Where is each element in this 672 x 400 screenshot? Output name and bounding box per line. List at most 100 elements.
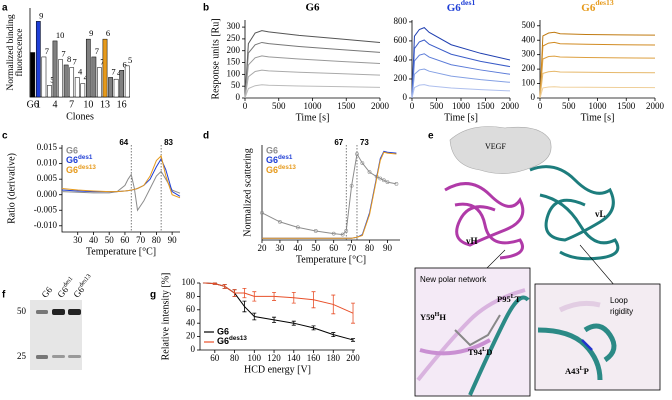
- series-line: [539, 70, 656, 99]
- x-axis-label: Time [s]: [581, 112, 615, 123]
- mutation-sup: L: [482, 347, 486, 353]
- mutation-label: T94LD: [468, 347, 492, 357]
- x-tick-label: 500: [562, 101, 576, 111]
- chart-title: G6: [305, 2, 320, 14]
- y-axis-label: Ratio (derivative): [6, 153, 17, 224]
- heavy-chain-label: vH: [466, 236, 478, 246]
- bar: [108, 77, 113, 98]
- error-bar: [252, 291, 257, 302]
- heavy-chain: [444, 182, 525, 260]
- x-tick-label: 50: [311, 243, 321, 253]
- point: [331, 231, 336, 236]
- y-tick-label: 100: [227, 68, 241, 78]
- bar-annotation: 7: [73, 57, 77, 67]
- x-tick-label: 60: [329, 243, 339, 253]
- bar-annotation: 5: [128, 55, 132, 65]
- series-line: [539, 31, 656, 99]
- mutation-sup: H: [435, 312, 440, 318]
- reference-label: 67: [334, 138, 343, 147]
- bar: [35, 21, 41, 98]
- series-line: [244, 30, 381, 99]
- x-tick-label: 1: [36, 99, 41, 110]
- mutation-rest: P: [584, 366, 589, 376]
- legend-label: G6des1: [266, 154, 293, 165]
- y-tick-label: 200: [227, 45, 241, 55]
- mutation-base: A43: [565, 366, 580, 376]
- inset-note: rigidity: [610, 307, 633, 316]
- light-chain-label: vL: [595, 209, 606, 219]
- legend-label: G6des1: [66, 154, 93, 165]
- bar: [102, 38, 108, 98]
- x-axis-label: Time [s]: [444, 112, 478, 123]
- x-tick-label: 40: [293, 243, 303, 253]
- error-bar: [252, 312, 257, 321]
- reference-label: 64: [119, 138, 128, 147]
- point: [260, 210, 264, 215]
- y-tick-label: 0.015: [37, 142, 58, 152]
- y-tick-label: 60: [186, 304, 196, 314]
- x-tick-label: 60: [210, 353, 220, 363]
- y-tick-label: 150: [227, 57, 241, 67]
- x-tick-label: 13: [100, 99, 110, 110]
- bar-annotation: 4: [78, 66, 83, 76]
- point: [313, 229, 318, 233]
- series-line: [261, 152, 397, 236]
- structure: VEGF vL vH New polar network P95LT Y59HH…: [414, 126, 661, 397]
- bar-annotation: 7: [45, 46, 49, 56]
- connector: [484, 249, 506, 271]
- point: [385, 180, 390, 184]
- legend-label: G6: [266, 145, 278, 155]
- point: [295, 225, 300, 230]
- y-tick-label: 100: [522, 78, 536, 88]
- series-line: [539, 86, 656, 99]
- x-tick-label: 0: [538, 101, 543, 111]
- error-bar: [331, 294, 336, 315]
- bar: [41, 56, 47, 98]
- error-bar: [311, 325, 316, 331]
- x-axis-label: HCD energy [V]: [244, 364, 311, 375]
- mutation-label: Y59HH: [420, 312, 446, 322]
- y-axis-label: Normalized scattering: [242, 148, 253, 237]
- bar: [97, 67, 102, 98]
- series-line: [411, 39, 511, 99]
- x-tick-label: 160: [307, 353, 321, 363]
- point: [367, 170, 372, 175]
- gel-band: [52, 309, 65, 315]
- error-bar: [291, 320, 296, 326]
- lane-label: G6des13: [71, 273, 96, 300]
- x-tick-label: 120: [267, 353, 281, 363]
- light-chain: [529, 165, 620, 261]
- x-tick-label: 200: [346, 353, 360, 363]
- bar-annotation: 7: [100, 57, 104, 67]
- point: [394, 182, 399, 186]
- inset: [414, 267, 531, 397]
- chart-title: G6des1: [447, 0, 476, 14]
- y-tick-label: 40: [186, 317, 196, 327]
- x-axis-label: Time [s]: [296, 112, 330, 123]
- legend-label: G6: [66, 145, 78, 155]
- x-tick-label: 30: [275, 243, 285, 253]
- series-line: [244, 55, 381, 99]
- error-bar: [242, 287, 247, 299]
- x-tick-label: 1500: [337, 101, 356, 111]
- gel: 50 25 G6 G6des1 G6des13: [17, 273, 96, 370]
- point: [378, 176, 383, 181]
- bar-annotation: 7: [111, 66, 115, 76]
- bar: [30, 52, 36, 98]
- mutation-label: P95LT: [497, 294, 521, 304]
- legend-label: G6des13: [266, 164, 296, 175]
- mutation-sup: L: [580, 366, 584, 372]
- bar: [52, 40, 58, 98]
- gel-band: [68, 355, 81, 358]
- x-tick-label: 1000: [304, 101, 323, 111]
- y-tick-label: 80: [186, 290, 196, 300]
- x-tick-label: 2000: [646, 101, 665, 111]
- series-line: [244, 69, 381, 99]
- panel-label: b: [203, 3, 209, 14]
- panel-label: d: [203, 131, 209, 142]
- x-axis-label: Clones: [66, 111, 94, 122]
- error-bar: [331, 332, 336, 337]
- error-bar: [232, 289, 237, 297]
- bar-annotation: 7: [95, 46, 99, 56]
